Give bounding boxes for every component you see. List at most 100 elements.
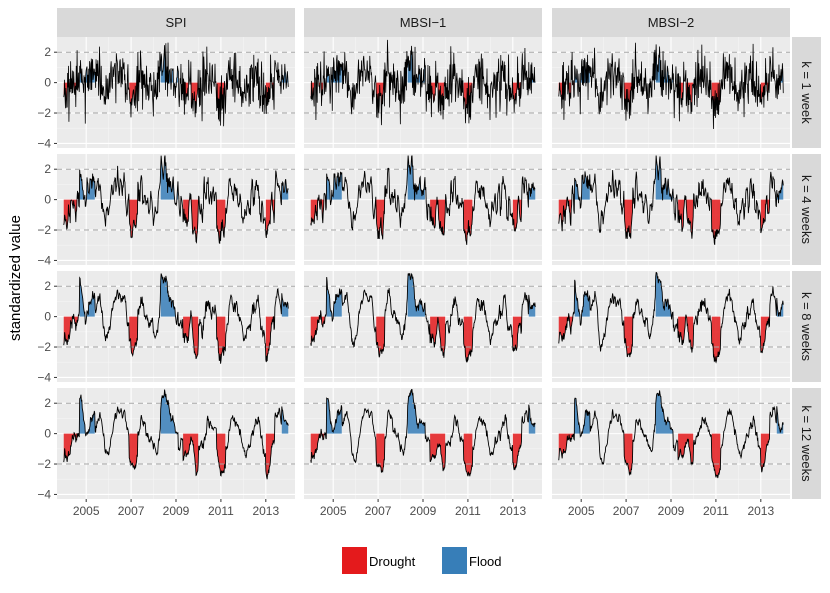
row-label: k = 12 weeks [799, 405, 814, 482]
drought-area [265, 433, 275, 480]
drought-area [711, 433, 721, 479]
x-tick-label: 2007 [365, 504, 392, 518]
flood-area [776, 406, 784, 434]
series-line [63, 155, 289, 244]
drought-area [512, 82, 522, 113]
panels [57, 37, 790, 499]
legend-swatch-flood [442, 547, 467, 574]
y-tick-label: 2 [44, 396, 51, 410]
drought-area [558, 433, 575, 461]
drought-area [430, 199, 446, 236]
x-tick-label: 2013 [499, 504, 526, 518]
y-tick-label: 0 [44, 76, 51, 90]
drought-area [558, 199, 575, 232]
flood-area [326, 277, 342, 317]
x-tick-label: 2007 [118, 504, 145, 518]
column-label: MBSI−1 [400, 15, 447, 30]
flood-area [407, 273, 425, 317]
flood-area [528, 294, 536, 317]
x-tick-label: 2005 [320, 504, 347, 518]
series-line [558, 272, 784, 364]
y-tick-label: −4 [37, 136, 51, 150]
flood-area [281, 63, 289, 83]
strip-0 [57, 8, 295, 37]
x-tick-label: 2011 [455, 504, 481, 518]
row-strip-1 [792, 154, 821, 265]
drought-area [512, 433, 522, 471]
flood-area [655, 390, 673, 434]
flood-area [407, 389, 425, 434]
y-tick-label: 0 [44, 427, 51, 441]
drought-area [624, 316, 633, 358]
drought-area [430, 82, 446, 120]
column-label: SPI [166, 15, 187, 30]
flood-area [655, 272, 673, 317]
row-label: k = 1 week [799, 61, 814, 124]
panel-r2-c2 [552, 271, 790, 382]
drought-area [463, 433, 473, 477]
drought-area [678, 316, 694, 353]
flood-area [326, 398, 342, 434]
row-strip-0 [792, 37, 821, 148]
panel-r0-c1 [304, 37, 542, 148]
drought-area [310, 199, 327, 226]
legend-swatch-drought [342, 547, 367, 574]
drought-area [760, 433, 770, 473]
series-line [310, 389, 536, 477]
y-tick-label: −4 [37, 487, 51, 501]
drought-area [711, 316, 721, 363]
row-strip-3 [792, 388, 821, 499]
series-line [558, 42, 784, 129]
column-strips: SPI MBSI−1 MBSI−2 [57, 8, 790, 37]
panel-r0-c0 [57, 37, 295, 148]
column-label: MBSI−2 [648, 15, 695, 30]
drought-area [376, 82, 385, 126]
drought-area [129, 433, 138, 469]
series-line [63, 389, 289, 480]
drought-area [512, 316, 522, 351]
y-tick-label: −2 [37, 223, 51, 237]
series-line [63, 42, 289, 127]
drought-area [310, 316, 327, 346]
strip-1 [304, 8, 542, 37]
panel-r1-c2 [552, 154, 790, 265]
strip-2 [552, 8, 790, 37]
y-tick-label: −4 [37, 253, 51, 267]
row-label: k = 4 weeks [799, 175, 814, 245]
drought-area [63, 316, 80, 346]
drought-area [183, 82, 199, 118]
drought-area [430, 433, 446, 472]
series-line [310, 155, 536, 245]
x-tick-label: 2005 [73, 504, 100, 518]
drought-area [63, 433, 80, 463]
row-strips: k = 1 week k = 4 weeks k = 8 weeks k = 12 w… [792, 37, 821, 499]
panel-r2-c1 [304, 271, 542, 382]
y-tick-label: 2 [44, 162, 51, 176]
y-tick-label: 2 [44, 45, 51, 59]
x-tick-label: 2013 [252, 504, 279, 518]
x-tick-label: 2013 [747, 504, 774, 518]
drought-area [216, 199, 226, 244]
x-tick-label: 2009 [163, 504, 190, 518]
flood-area [281, 406, 289, 434]
x-tick-label: 2011 [703, 504, 729, 518]
x-tick-label: 2011 [208, 504, 234, 518]
y-tick-label: 0 [44, 193, 51, 207]
y-tick-label: 0 [44, 310, 51, 324]
x-tick-label: 2009 [658, 504, 685, 518]
series-line [63, 273, 289, 364]
panel-r1-c1 [304, 154, 542, 265]
flood-area [326, 171, 342, 200]
panel-r3-c0 [57, 388, 295, 499]
panel-r1-c0 [57, 154, 295, 265]
legend: Drought Flood [342, 547, 502, 574]
y-tick-label: −2 [37, 340, 51, 354]
series-line [558, 155, 784, 245]
panel-r3-c1 [304, 388, 542, 499]
drought-area [711, 199, 721, 245]
drought-area [624, 199, 633, 239]
legend-label-flood: Flood [469, 554, 502, 569]
drought-area [463, 82, 473, 124]
drought-area [711, 82, 721, 129]
